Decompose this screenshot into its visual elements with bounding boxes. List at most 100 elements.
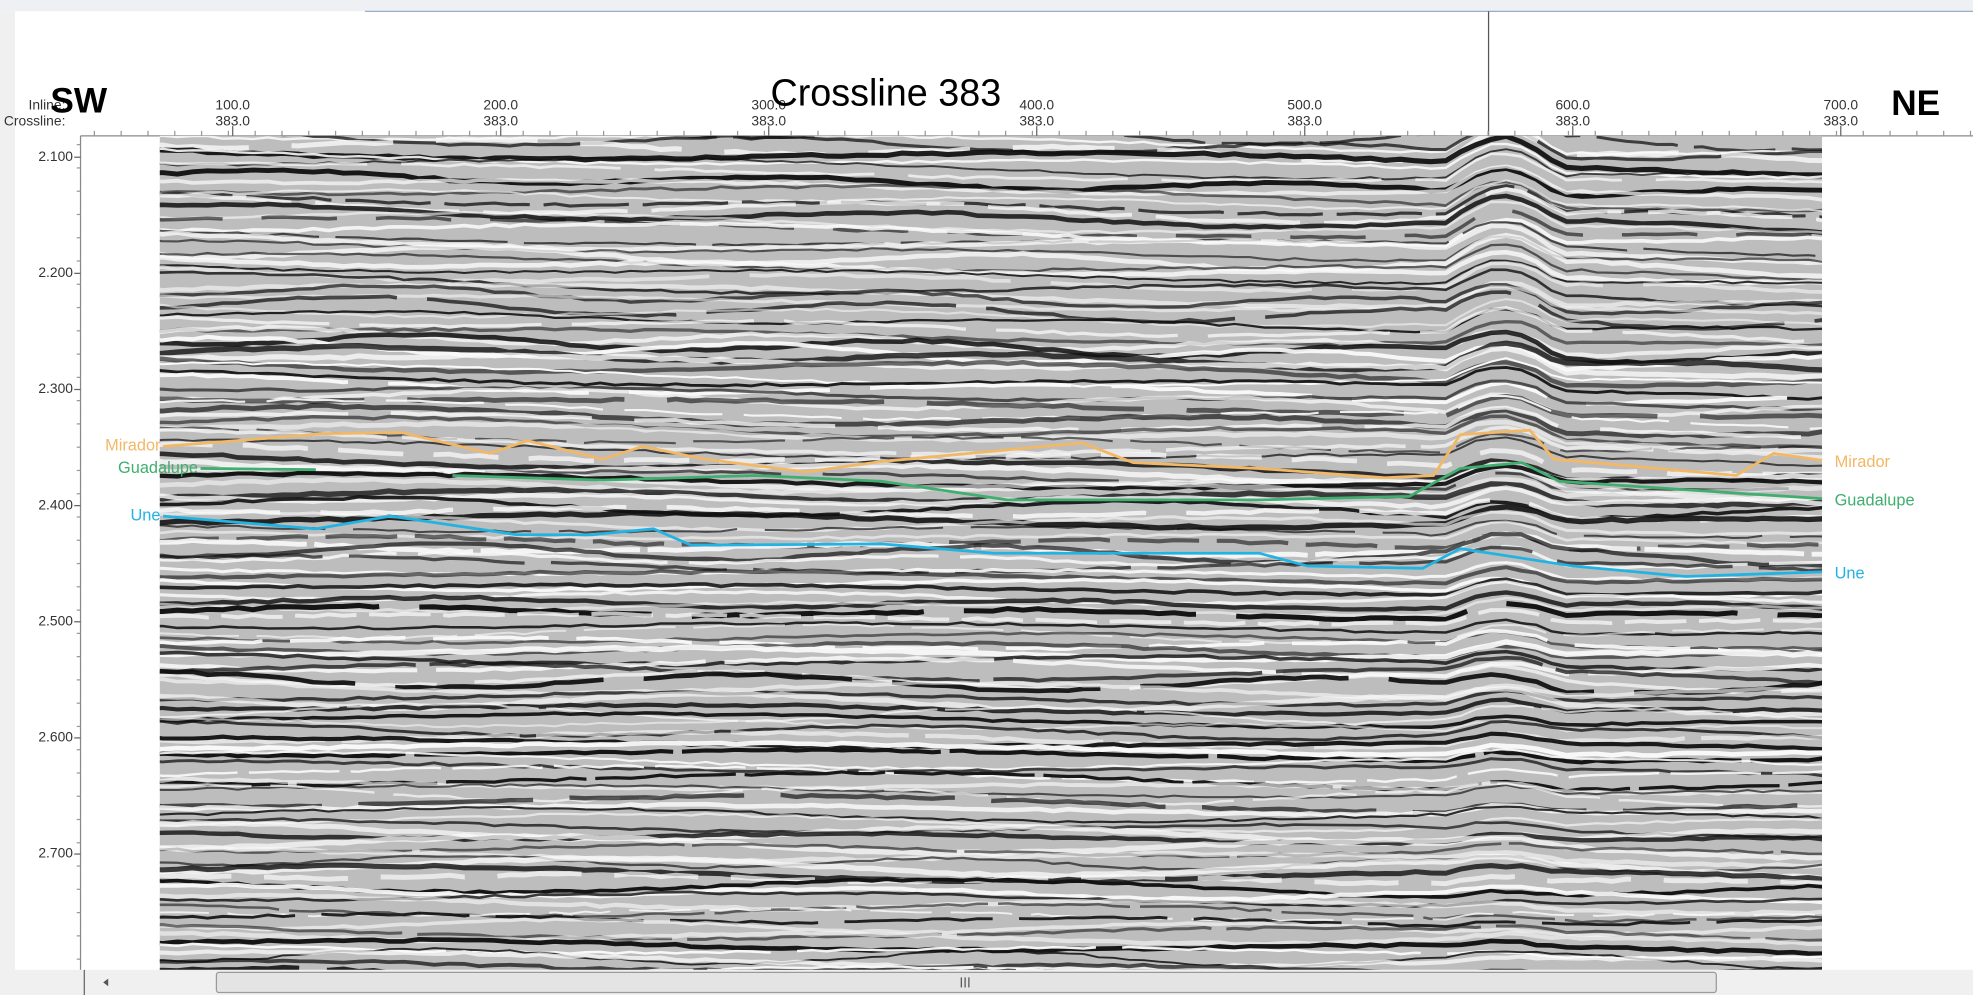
horizon-label-right: Mirador bbox=[1835, 453, 1891, 471]
reflector bbox=[159, 628, 1823, 656]
reflector bbox=[159, 290, 1823, 331]
reflector bbox=[159, 414, 1823, 449]
reflector bbox=[159, 618, 1823, 637]
x-tick-label: 500.0 bbox=[1287, 96, 1322, 112]
reflector bbox=[159, 747, 1823, 771]
header-label: Crossline: bbox=[4, 113, 65, 129]
reflector bbox=[159, 372, 1823, 407]
reflector bbox=[159, 148, 1823, 181]
reflector bbox=[159, 711, 1823, 730]
reflector bbox=[159, 882, 1823, 905]
reflector bbox=[159, 842, 1823, 859]
reflector bbox=[159, 911, 1823, 929]
horizon-label-right: Guadalupe bbox=[1835, 491, 1915, 509]
y-tick-label: 2.700 bbox=[38, 845, 73, 861]
horizon-line bbox=[200, 461, 1823, 502]
reflector bbox=[159, 261, 1823, 294]
reflector bbox=[159, 590, 1823, 612]
horizon-line bbox=[162, 428, 1823, 480]
crossline-label: 383.0 bbox=[215, 113, 250, 129]
scroll-left-arrow[interactable] bbox=[103, 978, 109, 987]
reflector bbox=[159, 677, 1823, 701]
reflector bbox=[159, 958, 1823, 970]
reflector bbox=[159, 259, 1823, 286]
reflector bbox=[159, 405, 1823, 441]
reflector bbox=[159, 402, 1823, 439]
y-tick-label: 2.300 bbox=[38, 380, 73, 396]
reflector bbox=[159, 510, 1823, 537]
y-tick-label: 2.600 bbox=[38, 729, 73, 745]
reflector bbox=[159, 179, 1823, 213]
reflector bbox=[159, 917, 1823, 938]
reflector bbox=[159, 669, 1823, 696]
y-tick-label: 2.100 bbox=[38, 148, 73, 164]
reflector bbox=[159, 268, 1823, 308]
reflector bbox=[159, 782, 1823, 809]
top-strip bbox=[0, 0, 1973, 12]
reflector bbox=[159, 947, 1823, 970]
reflector bbox=[159, 298, 1823, 329]
reflector bbox=[159, 135, 1823, 156]
reflector bbox=[159, 764, 1823, 784]
crossline-label: 383.0 bbox=[483, 113, 518, 129]
direction-left: SW bbox=[50, 81, 107, 120]
y-tick-label: 2.500 bbox=[38, 612, 73, 628]
x-tick-label: 200.0 bbox=[483, 96, 518, 112]
reflector bbox=[159, 329, 1823, 366]
reflector bbox=[159, 207, 1823, 240]
left-strip bbox=[0, 11, 16, 995]
reflector bbox=[159, 379, 1823, 412]
reflector bbox=[159, 476, 1823, 499]
x-tick-label: 700.0 bbox=[1823, 96, 1858, 112]
reflector bbox=[159, 285, 1823, 316]
reflector bbox=[159, 340, 1823, 373]
reflector bbox=[159, 596, 1823, 617]
seismic-reflectors bbox=[159, 135, 1823, 970]
crossline-label: 383.0 bbox=[751, 113, 786, 129]
reflector bbox=[159, 345, 1823, 380]
reflector bbox=[159, 805, 1823, 824]
reflector bbox=[159, 845, 1823, 869]
reflector bbox=[159, 719, 1823, 742]
reflector bbox=[159, 877, 1823, 899]
reflector bbox=[159, 740, 1823, 758]
reflector bbox=[159, 243, 1823, 282]
scrollbar-thumb[interactable] bbox=[215, 971, 1717, 994]
reflector bbox=[159, 365, 1823, 401]
reflector bbox=[159, 223, 1823, 266]
crossline-label: 383.0 bbox=[1823, 113, 1858, 129]
reflector bbox=[159, 320, 1823, 348]
section-title: Crossline 383 bbox=[770, 72, 1001, 114]
reflector bbox=[159, 623, 1823, 645]
crossline-label: 383.0 bbox=[1555, 113, 1590, 129]
reflector bbox=[159, 356, 1823, 389]
reflector bbox=[159, 902, 1823, 924]
reflector bbox=[159, 565, 1823, 586]
horizon-label-left: Guadalupe bbox=[118, 459, 198, 477]
crossline-label: 383.0 bbox=[1287, 113, 1322, 129]
x-tick-label: 400.0 bbox=[1019, 96, 1054, 112]
reflector bbox=[159, 193, 1823, 235]
y-tick-label: 2.400 bbox=[38, 496, 73, 512]
reflector bbox=[159, 306, 1823, 344]
direction-right: NE bbox=[1891, 84, 1940, 123]
reflector bbox=[159, 532, 1823, 568]
scrollbar-grip bbox=[960, 977, 970, 988]
crossline-label: 383.0 bbox=[1019, 113, 1054, 129]
reflector bbox=[159, 601, 1823, 623]
reflector bbox=[159, 702, 1823, 726]
reflector bbox=[159, 577, 1823, 597]
reflector bbox=[159, 217, 1823, 248]
reflector bbox=[159, 495, 1823, 523]
reflector bbox=[159, 757, 1823, 778]
x-tick-label: 600.0 bbox=[1555, 96, 1590, 112]
reflector bbox=[159, 811, 1823, 834]
reflector bbox=[159, 394, 1823, 430]
reflector bbox=[159, 142, 1823, 179]
horizon-line bbox=[162, 514, 1823, 578]
horizon-label-left: Mirador bbox=[105, 437, 161, 455]
reflector bbox=[159, 923, 1823, 942]
reflector bbox=[159, 164, 1823, 202]
y-tick-label: 2.200 bbox=[38, 264, 73, 280]
